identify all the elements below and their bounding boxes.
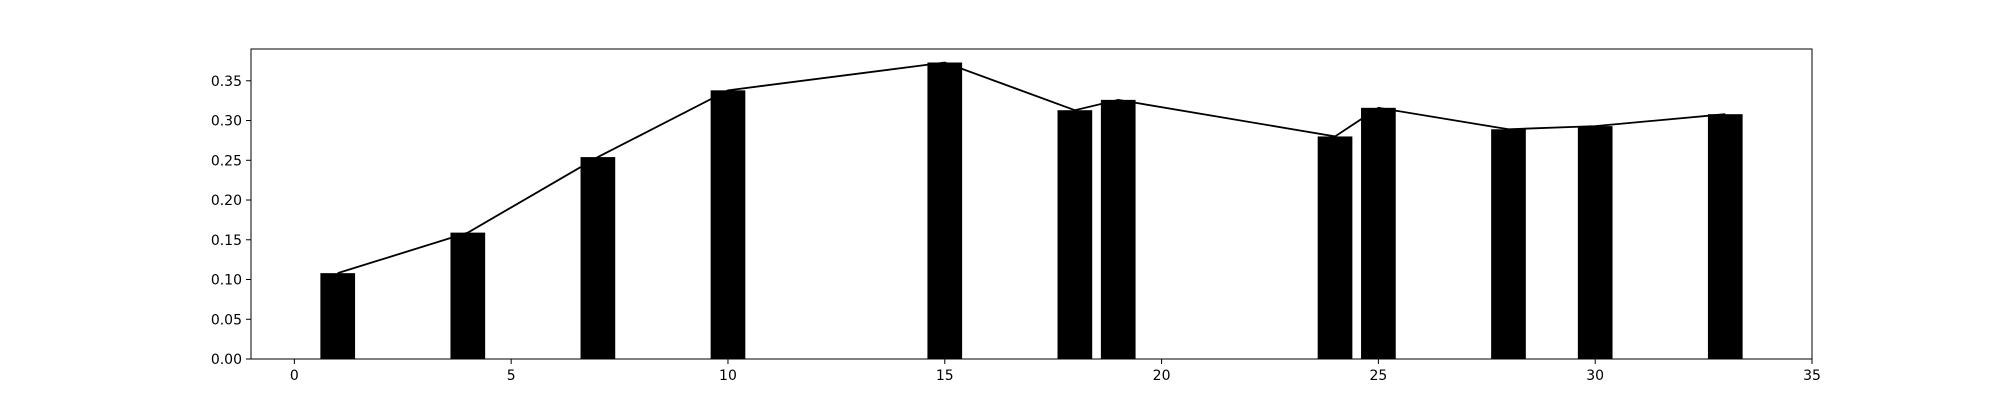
line-layer	[337, 61, 1726, 275]
x-tick-label-7: 35	[1803, 368, 1821, 384]
bar-5	[1057, 110, 1093, 360]
bar-11	[1707, 114, 1743, 360]
bars-layer	[320, 62, 1743, 360]
x-tick-label-0: 0	[290, 368, 299, 384]
bar-8	[1361, 107, 1396, 359]
x-tick-label-4: 20	[1153, 368, 1171, 384]
bar-1	[450, 232, 486, 359]
axes-frame	[250, 48, 1813, 360]
series-line	[337, 61, 1726, 275]
bar-0	[320, 273, 356, 359]
y-tick-label-5: 0.25	[211, 153, 242, 169]
x-tick-label-1: 5	[507, 368, 516, 384]
bar-6	[1100, 99, 1136, 360]
x-tick-label-3: 15	[936, 368, 954, 384]
bar-9	[1491, 129, 1526, 359]
bar-2	[580, 157, 616, 359]
bar-7	[1317, 136, 1353, 359]
x-tick-label-6: 30	[1586, 368, 1604, 384]
bar-10	[1577, 126, 1613, 359]
bar-4	[927, 62, 963, 359]
x-tick-label-2: 10	[719, 368, 737, 384]
bar-3	[710, 90, 746, 359]
y-tick-label-3: 0.15	[211, 233, 242, 249]
y-tick-label-7: 0.35	[211, 74, 242, 90]
y-tick-label-0: 0.00	[211, 352, 242, 368]
x-tick-label-5: 25	[1369, 368, 1387, 384]
axes-layer: 0 5 10 15 20 25 30 35 0.00 0.05 0.10 0.15 0.20 0.25 0.…	[211, 48, 1821, 384]
y-tick-label-6: 0.30	[211, 114, 242, 130]
y-tick-label-2: 0.10	[211, 273, 242, 289]
y-tick-label-1: 0.05	[211, 312, 242, 328]
y-tick-label-4: 0.20	[211, 193, 242, 209]
